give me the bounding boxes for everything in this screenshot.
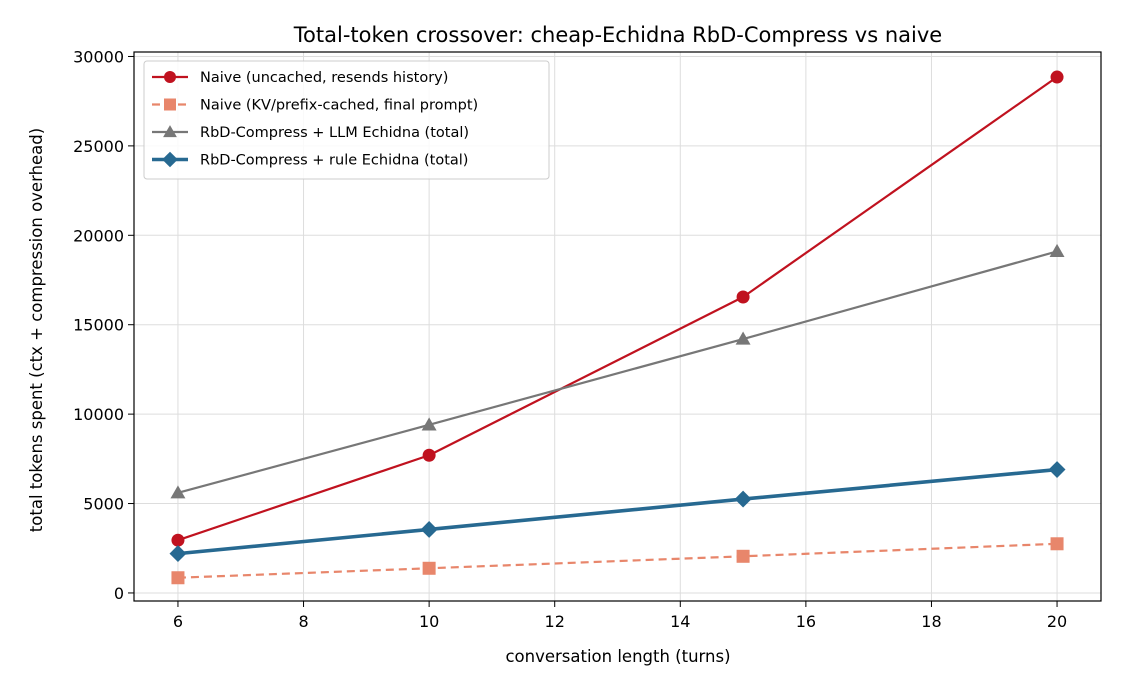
data-point: [420, 521, 438, 538]
series-line: [177, 542, 1058, 579]
plot-frame: [133, 51, 1102, 602]
y-axis-label: total tokens spent (ctx + compression ov…: [27, 128, 46, 532]
x-tick-label: 10: [419, 612, 439, 631]
y-tick-label: 25000: [73, 137, 124, 156]
data-point: [1050, 70, 1064, 84]
data-point: [171, 533, 185, 547]
data-point: [1048, 461, 1066, 479]
y-tick-label: 20000: [73, 226, 124, 245]
series-line: [177, 467, 1058, 556]
legend-label: Naive (uncached, resends history): [200, 70, 448, 86]
legend-marker: [164, 98, 176, 111]
data-point: [170, 485, 186, 499]
x-tick-label: 14: [670, 612, 690, 631]
data-point: [736, 549, 750, 563]
chart-title: Total-token crossover: cheap-Echidna RbD…: [293, 23, 942, 47]
series-1: [171, 70, 1064, 547]
y-tick-label: 0: [114, 584, 124, 603]
data-point: [734, 490, 752, 508]
data-point: [422, 448, 436, 462]
data-point: [1049, 243, 1065, 257]
legend-box: [143, 60, 550, 180]
series-2: [171, 537, 1064, 585]
y-axis: 0 5000 10000 15000 20000 25000 30000: [73, 47, 134, 603]
x-tick-label: 16: [796, 612, 816, 631]
data-point: [1050, 537, 1064, 551]
data-point: [736, 290, 750, 304]
series-4: [169, 461, 1066, 563]
series-line: [177, 76, 1058, 542]
legend-marker: [162, 151, 178, 168]
legend-label: Naive (KV/prefix-cached, final prompt): [200, 98, 478, 114]
legend-label: RbD-Compress + LLM Echidna (total): [200, 125, 469, 141]
data-point: [422, 561, 436, 575]
legend-marker: [163, 125, 177, 138]
series-group: [169, 70, 1066, 585]
x-tick-label: 8: [298, 612, 308, 631]
data-point: [421, 417, 437, 431]
y-tick-label: 5000: [83, 495, 124, 514]
y-tick-label: 15000: [73, 316, 124, 335]
data-point: [171, 571, 185, 585]
x-axis: 6 8 10 12 14 16 18 20: [173, 601, 1067, 631]
series-line: [177, 250, 1058, 494]
x-axis-label: conversation length (turns): [505, 647, 730, 666]
y-tick-label: 30000: [73, 47, 124, 66]
data-point: [735, 331, 751, 345]
x-tick-label: 18: [921, 612, 941, 631]
legend: Naive (uncached, resends history) Naive (…: [143, 60, 550, 180]
data-point: [169, 545, 187, 563]
legend-label: RbD-Compress + rule Echidna (total): [200, 153, 468, 169]
legend-marker: [164, 71, 176, 83]
x-tick-label: 12: [545, 612, 565, 631]
x-tick-label: 6: [173, 612, 183, 631]
series-3: [170, 243, 1065, 499]
x-tick-label: 20: [1047, 612, 1067, 631]
y-tick-label: 10000: [73, 405, 124, 424]
